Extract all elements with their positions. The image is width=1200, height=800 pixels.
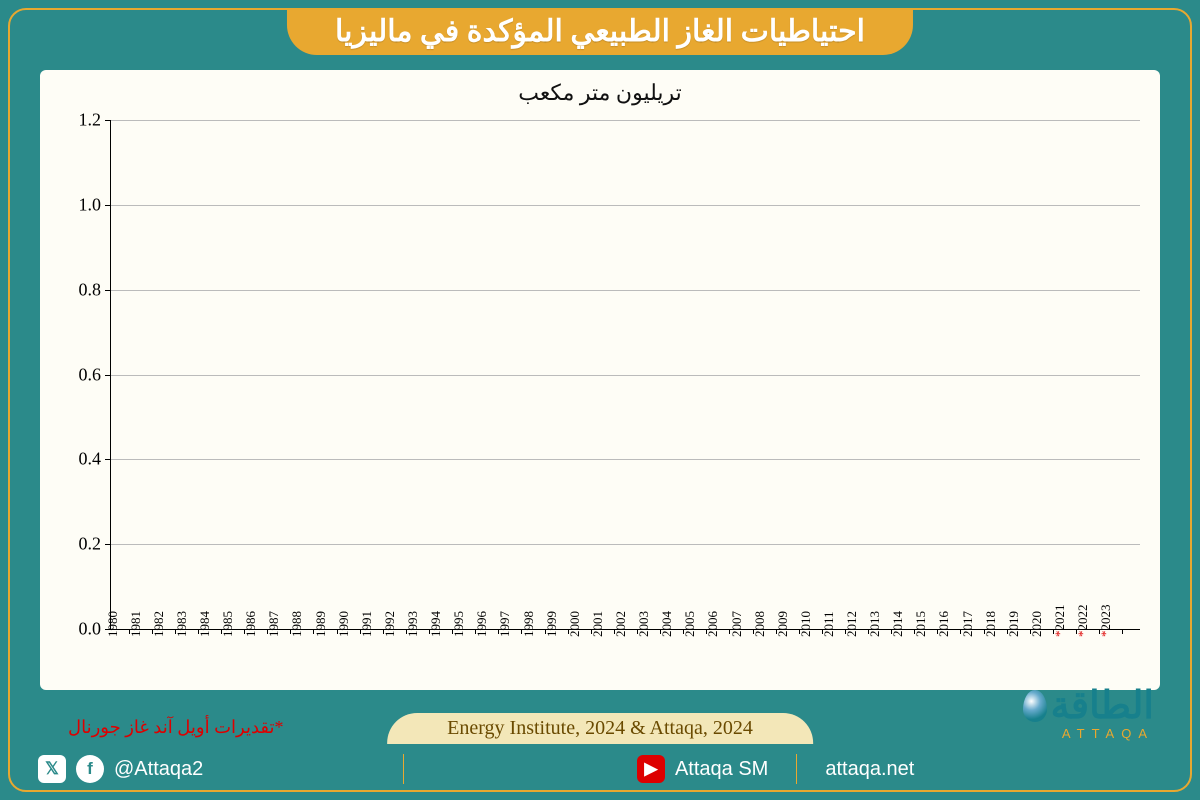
x-axis-label: 1992 <box>382 611 398 637</box>
y-axis-label: 0.6 <box>79 364 102 385</box>
x-axis-label: 2007 <box>729 611 745 637</box>
y-tick <box>105 205 111 206</box>
x-axis-label: 1999 <box>544 611 560 637</box>
x-axis-label: 2002 <box>613 611 629 637</box>
x-axis-label: 2009 <box>775 611 791 637</box>
gridline <box>111 205 1140 206</box>
x-axis-label: 1990 <box>336 611 352 637</box>
footnote: *تقديرات أويل آند غاز جورنال <box>68 717 284 738</box>
x-axis-label: 1984 <box>197 611 213 637</box>
x-axis-label: 2014 <box>890 611 906 637</box>
social-youtube-text: Attaqa SM <box>675 758 768 781</box>
y-axis-label: 0.4 <box>79 449 102 470</box>
y-axis-label: 1.2 <box>79 110 102 131</box>
x-axis-label: 1981 <box>128 611 144 637</box>
x-axis-label: *2021 <box>1052 605 1068 638</box>
y-axis-label: 0.2 <box>79 534 102 555</box>
x-axis-label: 2005 <box>682 611 698 637</box>
gridline <box>111 375 1140 376</box>
x-axis-label: 2018 <box>983 611 999 637</box>
source-pill: Energy Institute, 2024 & Attaqa, 2024 <box>387 713 813 744</box>
brand-logo-latin: ATTAQA <box>1023 727 1154 740</box>
x-axis-label: 1998 <box>521 611 537 637</box>
x-axis-label: 2010 <box>798 611 814 637</box>
x-axis-label: 2011 <box>821 611 837 637</box>
x-axis-label: 2020 <box>1029 611 1045 637</box>
x-axis-label: 1994 <box>428 611 444 637</box>
y-axis-label: 0.0 <box>79 619 102 640</box>
x-icon: 𝕏 <box>38 755 66 783</box>
y-tick <box>105 120 111 121</box>
gridline <box>111 120 1140 121</box>
gridline <box>111 290 1140 291</box>
y-tick <box>105 629 111 630</box>
x-axis-label: *2023 <box>1098 605 1114 638</box>
facebook-icon: f <box>76 755 104 783</box>
x-axis-label: 2004 <box>659 611 675 637</box>
x-axis-label: 1993 <box>405 611 421 637</box>
brand-logo-arabic-text: الطاقة <box>1051 687 1154 725</box>
x-axis-label: 2006 <box>705 611 721 637</box>
x-axis-label: 1983 <box>174 611 190 637</box>
y-tick <box>105 375 111 376</box>
x-axis-label: 2012 <box>844 611 860 637</box>
plot-area: 1980198119821983198419851986198719881989… <box>110 120 1140 630</box>
social-handle-x: @Attaqa2 <box>114 758 203 781</box>
social-x-segment: 𝕏 f @Attaqa2 <box>10 755 403 783</box>
x-axis-label: 1980 <box>105 611 121 637</box>
gridline <box>111 459 1140 460</box>
x-axis-label: 2016 <box>936 611 952 637</box>
source-text: Energy Institute, 2024 & Attaqa, 2024 <box>447 717 753 739</box>
x-axis-label: 2015 <box>913 611 929 637</box>
x-axis-label: *2022 <box>1075 605 1091 638</box>
x-axis-label: 1982 <box>151 611 167 637</box>
social-website-text: attaqa.net <box>825 758 914 781</box>
brand-logo-arabic: الطاقة <box>1023 687 1154 725</box>
drop-icon <box>1023 690 1047 722</box>
brand-logo: الطاقة ATTAQA <box>1023 687 1154 740</box>
y-tick <box>105 544 111 545</box>
chart-subtitle: تريليون متر مكعب <box>40 80 1160 106</box>
x-axis-label: 1989 <box>313 611 329 637</box>
youtube-icon: ▶ <box>637 755 665 783</box>
social-bar: 𝕏 f @Attaqa2 ▶ Attaqa SM attaqa.net <box>10 748 1190 790</box>
y-axis-label: 1.0 <box>79 194 102 215</box>
social-youtube-segment: ▶ Attaqa SM <box>404 755 797 783</box>
x-axis-label: 2008 <box>752 611 768 637</box>
y-tick <box>105 459 111 460</box>
x-axis-label: 1995 <box>451 611 467 637</box>
x-axis-label: 1991 <box>359 611 375 637</box>
page-title-text: احتياطيات الغاز الطبيعي المؤكدة في ماليز… <box>335 15 865 48</box>
x-axis-label: 1985 <box>220 611 236 637</box>
y-axis-label: 0.8 <box>79 279 102 300</box>
x-axis-label: 2019 <box>1006 611 1022 637</box>
x-axis-label: 2001 <box>590 611 606 637</box>
x-axis-label: 1987 <box>266 611 282 637</box>
x-axis-label: 2003 <box>636 611 652 637</box>
social-web-segment: attaqa.net <box>797 758 1190 781</box>
x-axis-label: 2013 <box>867 611 883 637</box>
x-axis-label: 2017 <box>960 611 976 637</box>
chart-panel: الطاقة الطاقة تريليون متر مكعب 198019811… <box>40 70 1160 690</box>
x-axis-label: 1986 <box>243 611 259 637</box>
x-tick <box>1122 629 1123 634</box>
x-axis-label: 1988 <box>289 611 305 637</box>
title-pill: احتياطيات الغاز الطبيعي المؤكدة في ماليز… <box>287 8 913 55</box>
y-tick <box>105 290 111 291</box>
x-axis-label: 1996 <box>474 611 490 637</box>
x-axis-label: 1997 <box>497 611 513 637</box>
gridline <box>111 544 1140 545</box>
x-axis-label: 2000 <box>567 611 583 637</box>
